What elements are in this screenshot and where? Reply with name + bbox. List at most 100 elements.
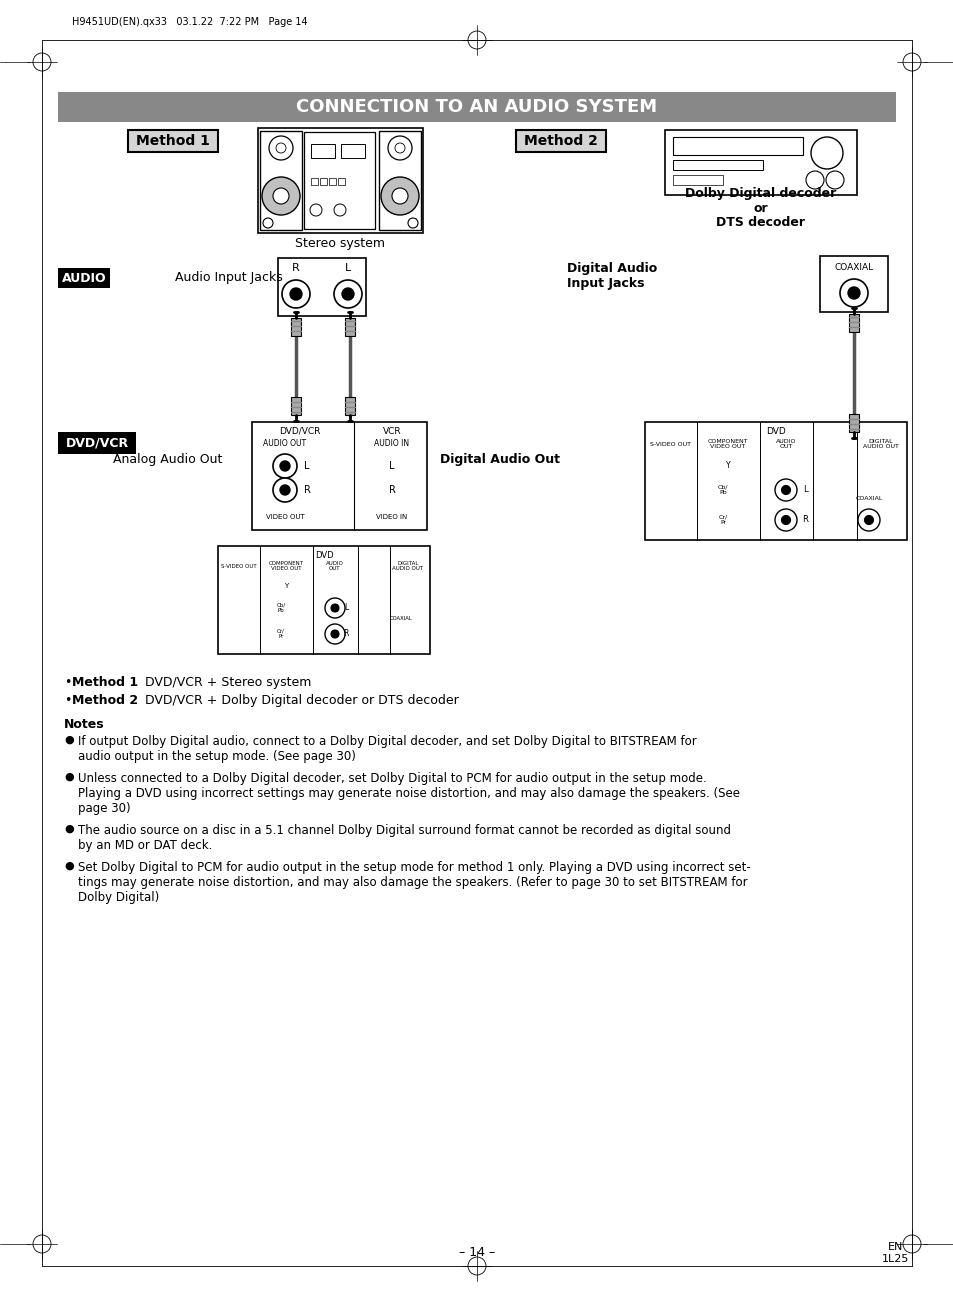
Circle shape <box>810 137 842 168</box>
Text: R: R <box>292 263 299 273</box>
Text: AUDIO
OUT: AUDIO OUT <box>775 439 796 449</box>
FancyBboxPatch shape <box>304 132 375 229</box>
Circle shape <box>263 218 273 229</box>
Circle shape <box>805 171 823 189</box>
Circle shape <box>273 478 296 502</box>
Circle shape <box>388 136 412 161</box>
Text: DVD/VCR + Dolby Digital decoder or DTS decoder: DVD/VCR + Dolby Digital decoder or DTS d… <box>137 693 458 707</box>
Text: VCR: VCR <box>382 427 401 435</box>
FancyBboxPatch shape <box>58 91 895 121</box>
Text: L: L <box>345 263 351 273</box>
Circle shape <box>863 516 873 525</box>
Circle shape <box>341 289 354 300</box>
Text: 1L25: 1L25 <box>882 1254 909 1264</box>
Circle shape <box>325 598 345 618</box>
Circle shape <box>847 287 859 299</box>
Circle shape <box>282 279 310 308</box>
Text: Cr/
Pr: Cr/ Pr <box>276 628 285 640</box>
Circle shape <box>273 188 289 204</box>
Text: If output Dolby Digital audio, connect to a Dolby Digital decoder, and set Dolby: If output Dolby Digital audio, connect t… <box>78 735 696 763</box>
Text: – 14 –: – 14 – <box>458 1246 495 1259</box>
Circle shape <box>825 171 843 189</box>
FancyBboxPatch shape <box>311 144 335 158</box>
FancyBboxPatch shape <box>516 131 605 151</box>
FancyBboxPatch shape <box>252 422 427 530</box>
Text: Dolby Digital decoder
or
DTS decoder: Dolby Digital decoder or DTS decoder <box>684 187 836 230</box>
Text: ●: ● <box>64 861 73 871</box>
Text: S-VIDEO OUT: S-VIDEO OUT <box>650 441 691 447</box>
Circle shape <box>280 461 290 471</box>
Text: DIGITAL
AUDIO OUT: DIGITAL AUDIO OUT <box>862 439 898 449</box>
FancyBboxPatch shape <box>378 131 420 230</box>
Text: DVD: DVD <box>314 551 333 559</box>
FancyBboxPatch shape <box>672 161 762 170</box>
FancyBboxPatch shape <box>58 432 136 454</box>
Text: Set Dolby Digital to PCM for audio output in the setup mode for method 1 only. P: Set Dolby Digital to PCM for audio outpu… <box>78 861 750 904</box>
Circle shape <box>331 629 338 639</box>
Text: L: L <box>343 603 348 613</box>
Text: Cr/
Pr: Cr/ Pr <box>718 515 727 525</box>
Text: S-VIDEO OUT: S-VIDEO OUT <box>221 563 256 568</box>
Text: R: R <box>343 629 349 639</box>
FancyBboxPatch shape <box>848 414 858 432</box>
Text: Stereo system: Stereo system <box>294 236 385 249</box>
FancyBboxPatch shape <box>337 178 345 185</box>
FancyBboxPatch shape <box>820 256 887 312</box>
Text: Cb/
Pb: Cb/ Pb <box>276 602 285 614</box>
Text: Cb/
Pb: Cb/ Pb <box>717 485 727 495</box>
Circle shape <box>840 279 867 307</box>
Text: AUDIO: AUDIO <box>62 272 106 285</box>
FancyBboxPatch shape <box>345 317 355 336</box>
Text: DVD/VCR: DVD/VCR <box>279 427 320 435</box>
Circle shape <box>331 603 338 613</box>
Circle shape <box>334 279 361 308</box>
Text: H9451UD(EN).qx33   03.1.22  7:22 PM   Page 14: H9451UD(EN).qx33 03.1.22 7:22 PM Page 14 <box>71 17 307 27</box>
FancyBboxPatch shape <box>218 546 430 654</box>
Circle shape <box>781 516 790 525</box>
Circle shape <box>262 178 299 215</box>
Circle shape <box>380 178 418 215</box>
Text: ●: ● <box>64 772 73 782</box>
Text: L: L <box>801 486 806 495</box>
Text: DIGITAL
AUDIO OUT: DIGITAL AUDIO OUT <box>392 560 423 572</box>
Text: L: L <box>389 461 395 471</box>
Text: CONNECTION TO AN AUDIO SYSTEM: CONNECTION TO AN AUDIO SYSTEM <box>296 98 657 116</box>
FancyBboxPatch shape <box>664 131 856 195</box>
FancyBboxPatch shape <box>329 178 335 185</box>
Circle shape <box>325 624 345 644</box>
Circle shape <box>280 485 290 495</box>
Circle shape <box>781 486 790 495</box>
Text: •: • <box>64 677 71 690</box>
Circle shape <box>857 509 879 532</box>
Text: ●: ● <box>64 824 73 835</box>
Text: Y: Y <box>284 582 288 589</box>
FancyBboxPatch shape <box>291 397 301 415</box>
FancyBboxPatch shape <box>319 178 327 185</box>
Text: COAXIAL: COAXIAL <box>855 495 882 500</box>
Text: COAXIAL: COAXIAL <box>834 263 873 272</box>
Text: DVD: DVD <box>765 427 785 435</box>
Circle shape <box>395 142 405 153</box>
FancyBboxPatch shape <box>277 259 366 316</box>
FancyBboxPatch shape <box>260 131 302 230</box>
Text: Method 2: Method 2 <box>71 693 138 707</box>
Circle shape <box>310 204 322 215</box>
Text: Digital Audio
Input Jacks: Digital Audio Input Jacks <box>566 263 657 290</box>
Circle shape <box>290 289 302 300</box>
FancyBboxPatch shape <box>291 317 301 336</box>
Circle shape <box>774 509 796 532</box>
Text: Analog Audio Out: Analog Audio Out <box>113 453 222 466</box>
Circle shape <box>334 204 346 215</box>
Circle shape <box>275 142 286 153</box>
Circle shape <box>273 454 296 478</box>
Text: AUDIO IN: AUDIO IN <box>374 439 409 448</box>
Text: DVD/VCR + Stereo system: DVD/VCR + Stereo system <box>137 677 311 690</box>
Text: Method 1: Method 1 <box>136 135 210 148</box>
FancyBboxPatch shape <box>311 178 317 185</box>
FancyBboxPatch shape <box>257 128 422 232</box>
FancyBboxPatch shape <box>58 268 110 289</box>
Text: COMPONENT
VIDEO OUT: COMPONENT VIDEO OUT <box>268 560 303 572</box>
Text: Digital Audio Out: Digital Audio Out <box>439 453 559 466</box>
Text: Unless connected to a Dolby Digital decoder, set Dolby Digital to PCM for audio : Unless connected to a Dolby Digital deco… <box>78 772 740 815</box>
Text: COMPONENT
VIDEO OUT: COMPONENT VIDEO OUT <box>707 439 747 449</box>
